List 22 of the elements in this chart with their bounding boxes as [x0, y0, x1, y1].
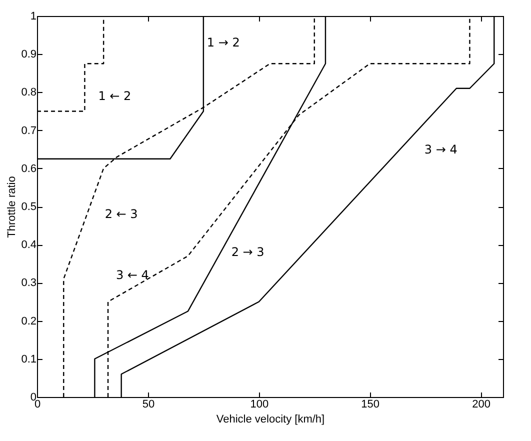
y-tick-label: 0.2: [21, 315, 36, 328]
series-label: 3 → 4: [424, 142, 458, 156]
x-axis-title: Vehicle velocity [km/h]: [216, 414, 325, 426]
y-tick-label: 0.4: [21, 239, 36, 252]
y-tick-label: 0.6: [21, 162, 36, 175]
series-label: 1 → 2: [206, 36, 240, 50]
series-label: 1 ← 2: [98, 89, 132, 104]
x-tick-label: 50: [142, 398, 155, 410]
y-tick-label: 0.7: [21, 124, 36, 137]
x-tick-label: 150: [361, 398, 380, 410]
series-label: 2 ← 3: [104, 207, 138, 222]
y-tick-label: 0.5: [21, 201, 36, 213]
series-label: 3 ← 4: [116, 268, 149, 282]
y-tick-label: 0.9: [21, 48, 36, 61]
y-axis-title: Throttle ratio: [6, 176, 18, 238]
x-tick-label: 200: [472, 398, 490, 410]
y-tick-label: 0.8: [21, 86, 36, 99]
series-label: 2 → 3: [231, 245, 264, 260]
x-tick-label: 100: [250, 398, 269, 410]
y-tick-label: 0.3: [21, 277, 36, 290]
y-tick-label: 0.1: [21, 353, 36, 366]
y-tick-label: 1: [30, 10, 36, 22]
